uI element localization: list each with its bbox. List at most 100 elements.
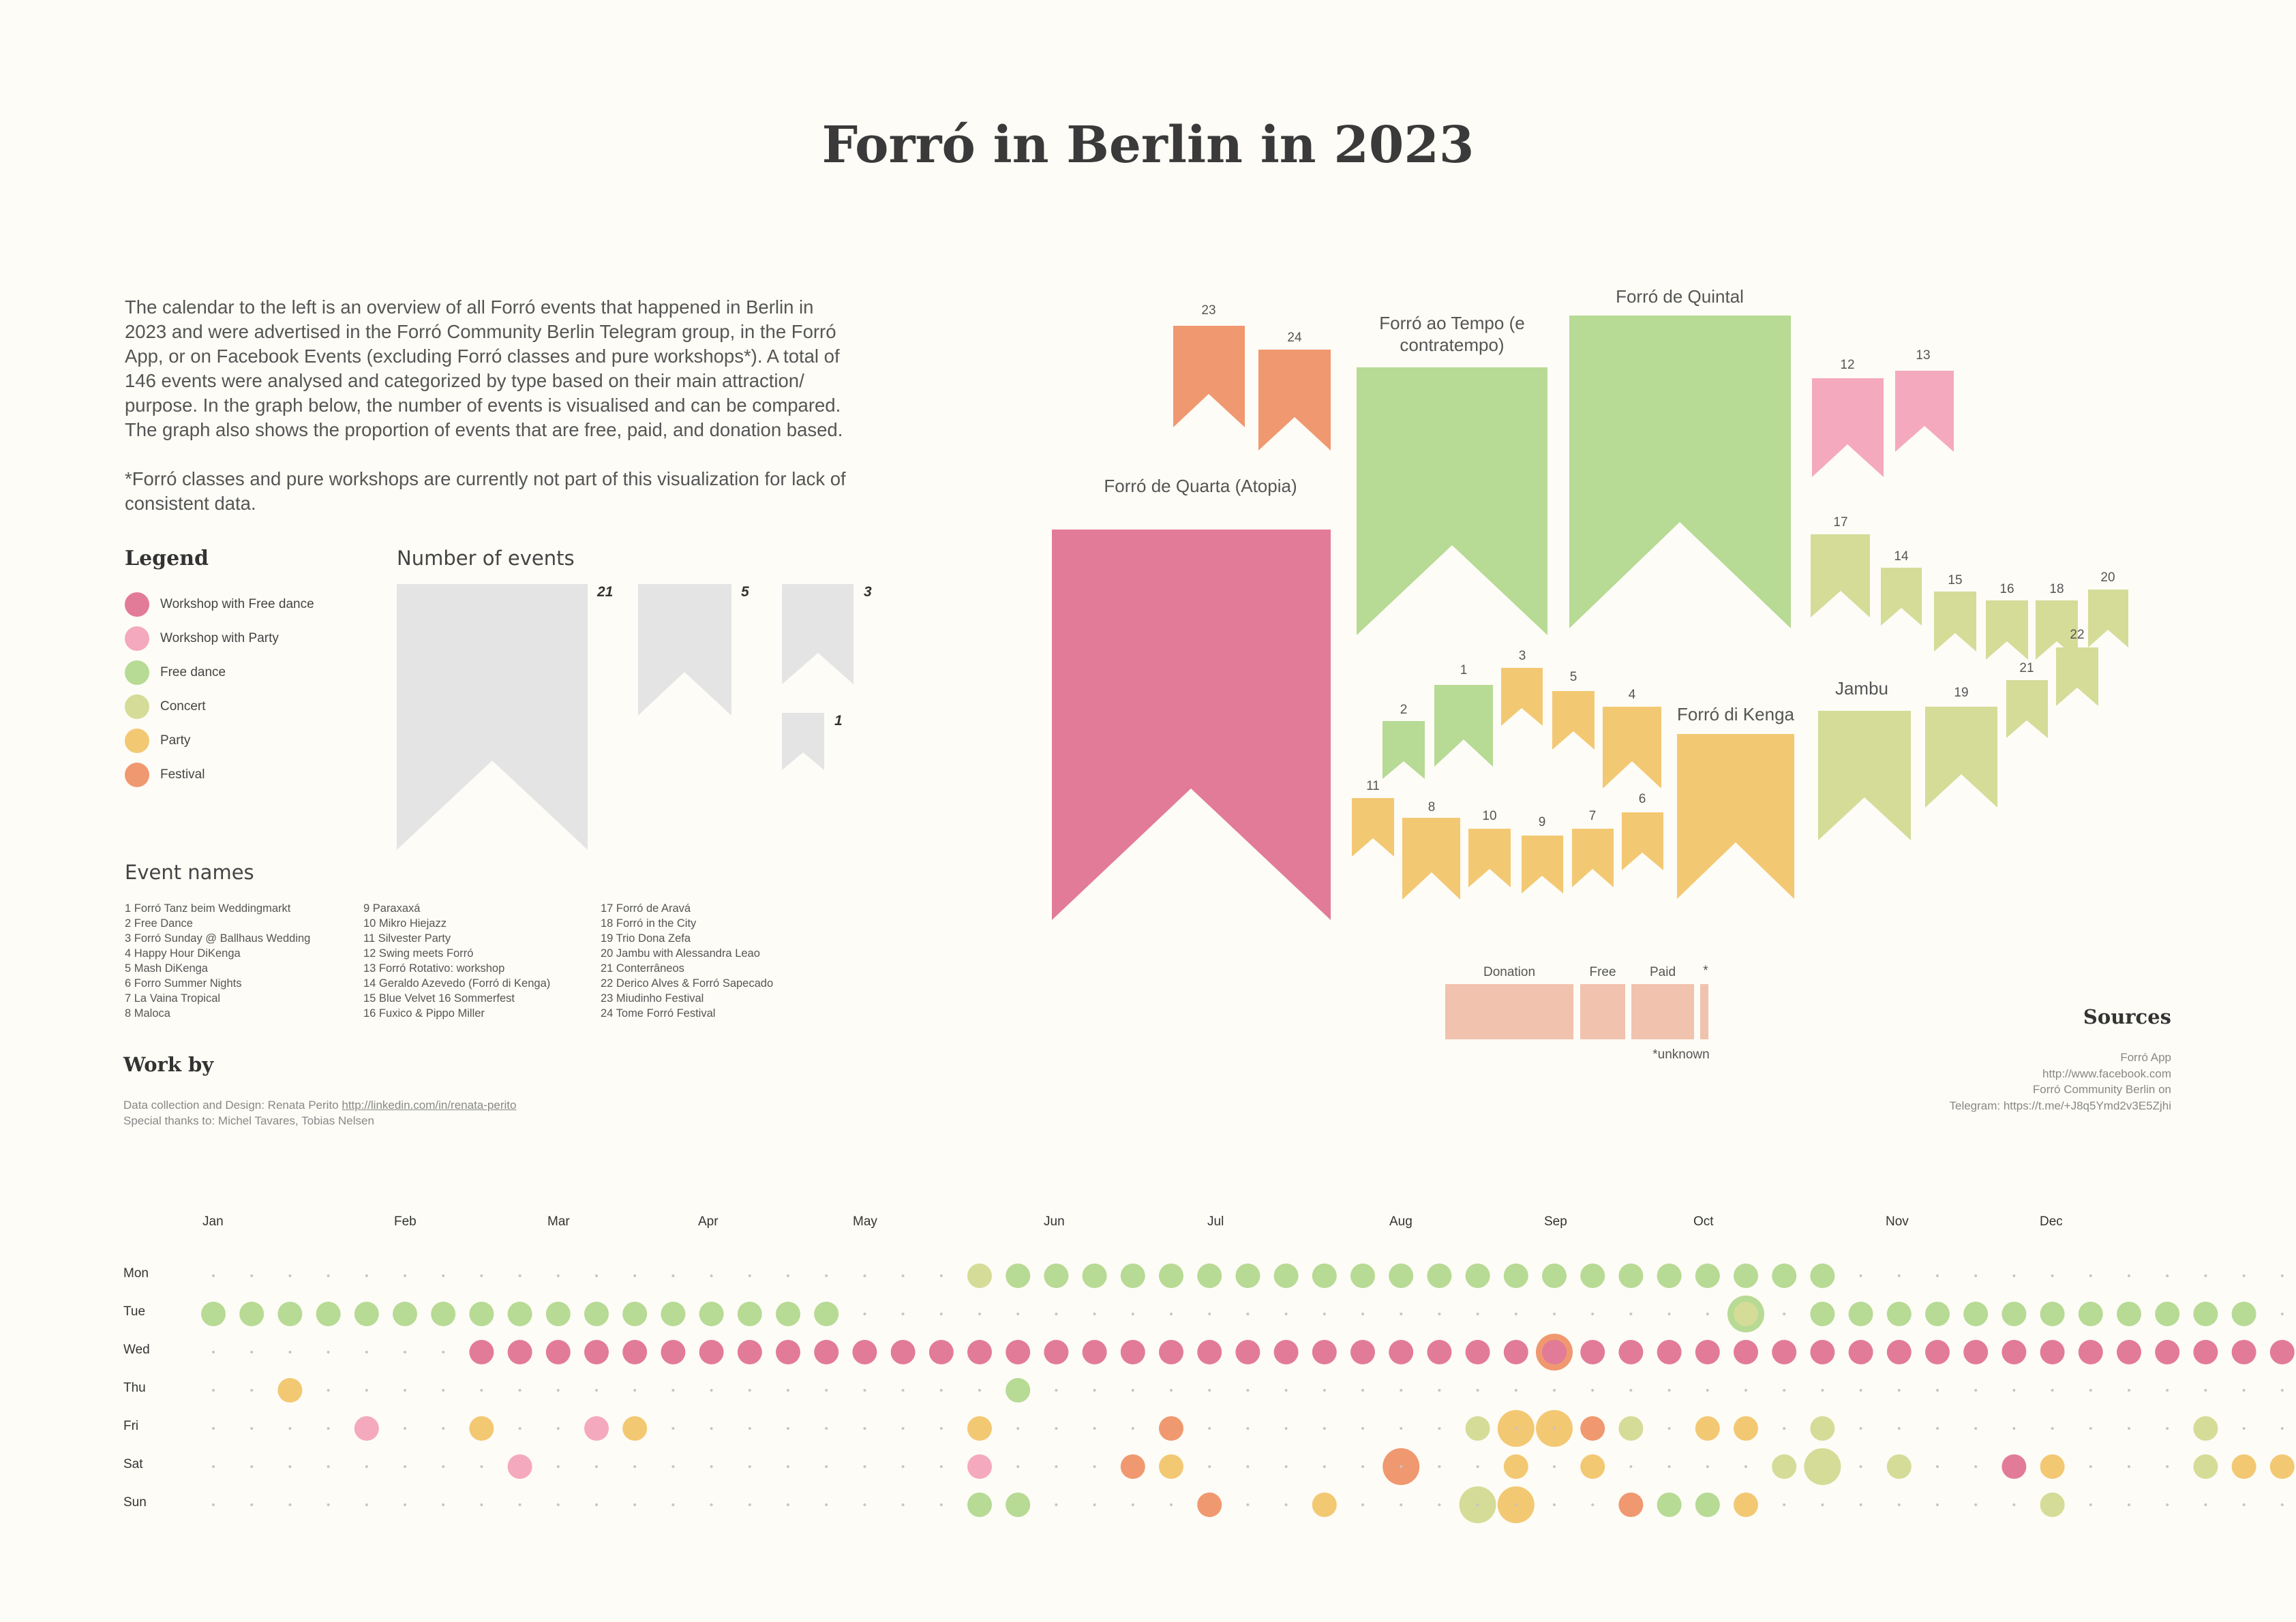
month-label-apr: Apr	[698, 1214, 719, 1229]
calendar-event-dot	[622, 1340, 648, 1364]
calendar-event-dot	[2269, 1340, 2295, 1364]
calendar-event-dot	[890, 1340, 916, 1364]
calendar-empty-day	[825, 1427, 828, 1430]
calendar-event-dot	[699, 1340, 724, 1364]
calendar-empty-day	[365, 1274, 368, 1277]
calendar-empty-day	[863, 1389, 866, 1392]
calendar-event-dot	[1886, 1340, 1912, 1364]
month-label-oct: Oct	[1693, 1214, 1714, 1229]
calendar-event-dot	[1810, 1264, 1835, 1288]
calendar-empty-day	[710, 1274, 713, 1277]
flag-number-8: 8	[1428, 800, 1436, 814]
calendar-event-dot	[1120, 1340, 1145, 1364]
calendar-empty-day	[1667, 1465, 1671, 1468]
calendar-event-dot	[1580, 1416, 1605, 1441]
calendar-empty-day	[288, 1427, 292, 1430]
calendar-empty-day	[939, 1274, 943, 1277]
calendar-empty-day	[1208, 1465, 1211, 1468]
linkedin-link[interactable]: http://linkedin.com/in/renata-perito	[342, 1099, 517, 1112]
flag-number-12: 12	[1840, 358, 1855, 372]
day-label-mon: Mon	[123, 1266, 149, 1281]
calendar-event-dot	[1465, 1340, 1490, 1364]
event-name: 14 Geraldo Azevedo (Forró di Kenga)	[363, 977, 551, 990]
calendar-empty-day	[939, 1389, 943, 1392]
calendar-event-dot	[1082, 1264, 1107, 1288]
event-name: 24 Tome Forró Festival	[601, 1007, 716, 1020]
month-label-jun: Jun	[1044, 1214, 1065, 1229]
source-line[interactable]: http://www.facebook.com	[2042, 1067, 2171, 1080]
calendar-empty-day	[825, 1274, 828, 1277]
legend-dot-festival	[125, 763, 149, 787]
intro-paragraph-2: *Forró classes and pure workshops are cu…	[125, 468, 846, 514]
calendar-empty-day	[288, 1503, 292, 1506]
calendar-empty-day	[939, 1465, 943, 1468]
calendar-empty-day	[1553, 1389, 1556, 1392]
month-label-aug: Aug	[1389, 1214, 1413, 1229]
calendar-empty-day	[2128, 1274, 2130, 1277]
calendar-event-dot	[2002, 1302, 2027, 1326]
calendar-empty-day	[480, 1465, 483, 1468]
calendar-event-dot	[1657, 1493, 1682, 1517]
flag-number-10: 10	[1482, 809, 1497, 823]
calendar-empty-day	[671, 1427, 675, 1430]
calendar-empty-day	[1284, 1389, 1288, 1392]
flag-forro-di-kenga	[1677, 734, 1794, 899]
calendar-event-dot	[1044, 1340, 1069, 1364]
calendar-empty-day	[212, 1503, 215, 1506]
flag-21	[2006, 680, 2048, 738]
calendar-empty-day	[2204, 1389, 2207, 1392]
calendar-empty-day	[1936, 1427, 1939, 1430]
calendar-empty-day	[1246, 1389, 1250, 1392]
flag-number-15: 15	[1948, 573, 1963, 587]
calendar-empty-day	[1131, 1313, 1134, 1315]
calendar-empty-day	[327, 1351, 330, 1353]
calendar-empty-day	[978, 1389, 981, 1392]
calendar-empty-day	[1629, 1313, 1633, 1315]
calendar-empty-day	[1093, 1313, 1096, 1315]
calendar-event-dot	[2231, 1454, 2256, 1479]
source-line[interactable]: Telegram: https://t.me/+J8q5Ymd2v3E5Zjhi	[1949, 1099, 2171, 1112]
calendar-empty-day	[901, 1274, 905, 1277]
calendar-empty-day	[404, 1389, 406, 1392]
work-by-text: Data collection and Design: Renata Perit…	[123, 1097, 516, 1129]
flag-22	[2056, 647, 2098, 706]
flag-forro-de-quintal-shape	[1569, 316, 1791, 628]
calendar-event-dot	[2269, 1454, 2295, 1479]
flag-forro-de-quintal	[1569, 316, 1791, 628]
calendar-empty-day	[556, 1427, 560, 1430]
flag-number-13: 13	[1916, 348, 1931, 363]
calendar-empty-day	[1170, 1503, 1173, 1506]
calendar-empty-day	[2242, 1274, 2246, 1277]
calendar-event-dot	[201, 1302, 226, 1326]
flag-number-22: 22	[2070, 628, 2085, 642]
calendar-empty-day	[2089, 1465, 2092, 1468]
calendar-empty-day	[787, 1427, 789, 1430]
calendar-event-dot	[1734, 1416, 1758, 1441]
calendar-empty-day	[1591, 1313, 1595, 1315]
calendar-event-dot	[1082, 1340, 1107, 1364]
event-name: 16 Fuxico & Pippo Miller	[363, 1007, 485, 1020]
calendar-event-dot	[1886, 1454, 1912, 1479]
flag-23	[1173, 326, 1245, 427]
calendar-empty-day	[1055, 1389, 1058, 1392]
calendar-event-dot	[584, 1340, 609, 1364]
flag-number-6: 6	[1638, 792, 1646, 806]
calendar-empty-day	[2280, 1274, 2284, 1277]
calendar-event-dot	[1695, 1493, 1720, 1517]
event-name: 3 Forró Sunday @ Ballhaus Wedding	[125, 932, 311, 945]
calendar-event-dot	[1925, 1340, 1950, 1364]
calendar-empty-day	[2204, 1503, 2207, 1506]
calendar-event-dot	[1810, 1302, 1835, 1326]
source-line: Forró Community Berlin on	[2032, 1083, 2171, 1096]
calendar-event-dot	[1734, 1340, 1758, 1364]
calendar-event-dot	[622, 1416, 648, 1441]
calendar-event-dot	[1848, 1302, 1873, 1326]
flag-7	[1572, 829, 1614, 887]
flag-13	[1895, 371, 1954, 452]
calendar-event-dot	[1810, 1340, 1835, 1364]
event-name: 13 Forró Rotativo: workshop	[363, 962, 505, 975]
event-names-column-1: 1 Forró Tanz beim Weddingmarkt 2 Free Da…	[125, 901, 310, 1021]
calendar-empty-day	[1208, 1313, 1211, 1315]
calendar-event-dot	[1503, 1454, 1528, 1479]
calendar-empty-day	[1131, 1427, 1134, 1430]
